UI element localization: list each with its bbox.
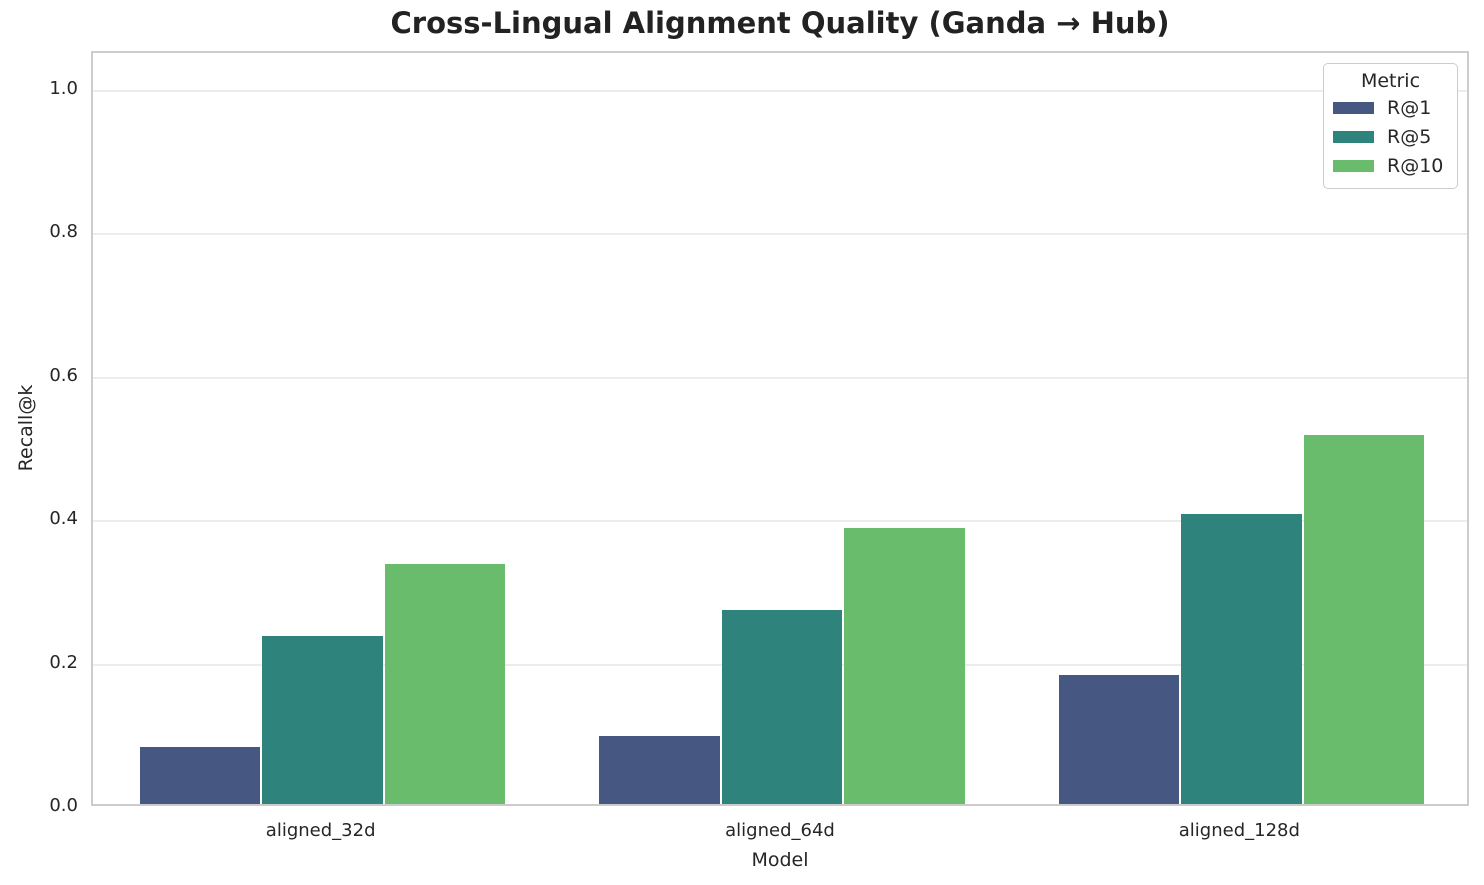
y-tick-label: 1.0 bbox=[49, 78, 78, 99]
y-tick-label: 0.0 bbox=[49, 795, 78, 816]
gridline-y-0.8 bbox=[93, 233, 1467, 236]
plot-area bbox=[91, 51, 1469, 806]
gridline-y-0.4 bbox=[93, 520, 1467, 523]
bar-R@5-aligned_32d bbox=[262, 635, 383, 804]
gridline-y-1.0 bbox=[93, 90, 1467, 92]
gridline-y-0.6 bbox=[93, 376, 1467, 379]
bar-R@10-aligned_128d bbox=[1303, 434, 1425, 804]
legend-label: R@1 bbox=[1387, 96, 1432, 119]
x-tick-label-aligned_32d: aligned_32d bbox=[265, 820, 376, 841]
x-tick-label-aligned_128d: aligned_128d bbox=[1178, 820, 1300, 841]
x-tick-label-aligned_64d: aligned_64d bbox=[725, 820, 835, 841]
legend-swatch-R@1 bbox=[1333, 101, 1374, 114]
legend-label: R@10 bbox=[1387, 154, 1444, 177]
legend-swatch-R@5 bbox=[1333, 130, 1374, 143]
bar-R@5-aligned_64d bbox=[721, 610, 843, 804]
legend-swatch-R@10 bbox=[1333, 159, 1374, 172]
bar-R@1-aligned_128d bbox=[1058, 674, 1180, 804]
y-tick-label: 0.6 bbox=[49, 364, 78, 386]
legend-entry-R@5: R@5 bbox=[1324, 122, 1457, 151]
bar-R@1-aligned_64d bbox=[599, 735, 720, 804]
bar-R@1-aligned_32d bbox=[139, 746, 261, 804]
legend-entry-R@10: R@10 bbox=[1324, 151, 1457, 180]
bar-R@10-aligned_32d bbox=[384, 563, 506, 804]
bar-R@5-aligned_128d bbox=[1181, 513, 1302, 804]
legend: Metric R@1 R@5 R@10 bbox=[1323, 63, 1458, 189]
x-axis-label: Model bbox=[751, 849, 809, 871]
legend-entry-R@1: R@1 bbox=[1324, 93, 1457, 122]
bar-R@10-aligned_64d bbox=[844, 528, 965, 804]
chart-title: Cross-Lingual Alignment Quality (Ganda →… bbox=[390, 6, 1170, 40]
y-tick-label: 0.4 bbox=[49, 508, 78, 530]
y-tick-label: 0.8 bbox=[49, 221, 78, 243]
y-tick-label: 0.2 bbox=[49, 651, 78, 673]
y-axis-label: Recall@k bbox=[15, 384, 37, 472]
legend-label: R@5 bbox=[1387, 125, 1432, 148]
legend-title: Metric bbox=[1360, 70, 1421, 92]
